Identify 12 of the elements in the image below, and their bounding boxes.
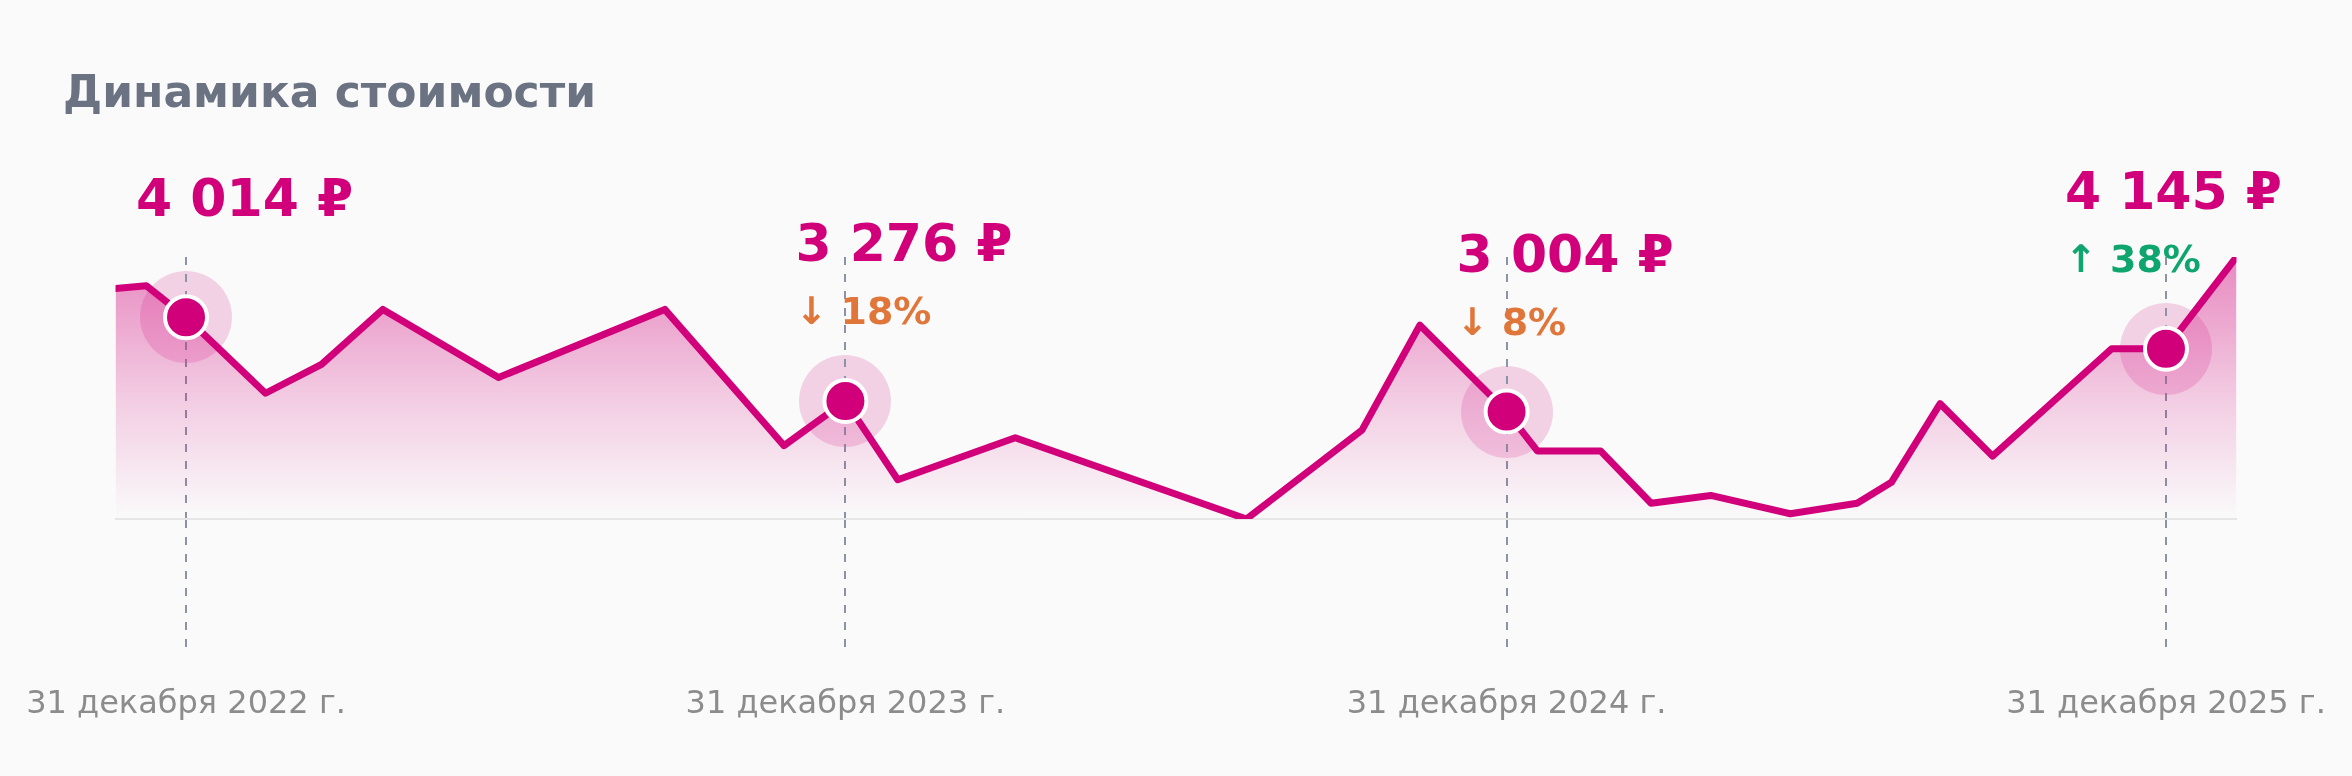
x-tick-label: 31 декабря 2023 г. — [685, 682, 1006, 721]
annotation: ↑ 38% — [2064, 236, 2201, 281]
annotation: 3 004 ₽ — [1456, 223, 1674, 284]
x-tick-label: 31 декабря 2025 г. — [2006, 682, 2326, 721]
annotation: 4 014 ₽ — [136, 168, 354, 229]
chart-title: Динамика стоимости — [63, 66, 597, 117]
x-tick-label: 31 декабря 2022 г. — [26, 682, 346, 721]
annotation: 4 145 ₽ — [2064, 160, 2283, 221]
x-tick-label: 31 декабря 2024 г. — [1346, 682, 1667, 721]
annotation: 3 276 ₽ — [795, 213, 1013, 274]
annotation: ↓ 18% — [795, 289, 932, 334]
annotation: ↓ 8% — [1456, 299, 1567, 344]
